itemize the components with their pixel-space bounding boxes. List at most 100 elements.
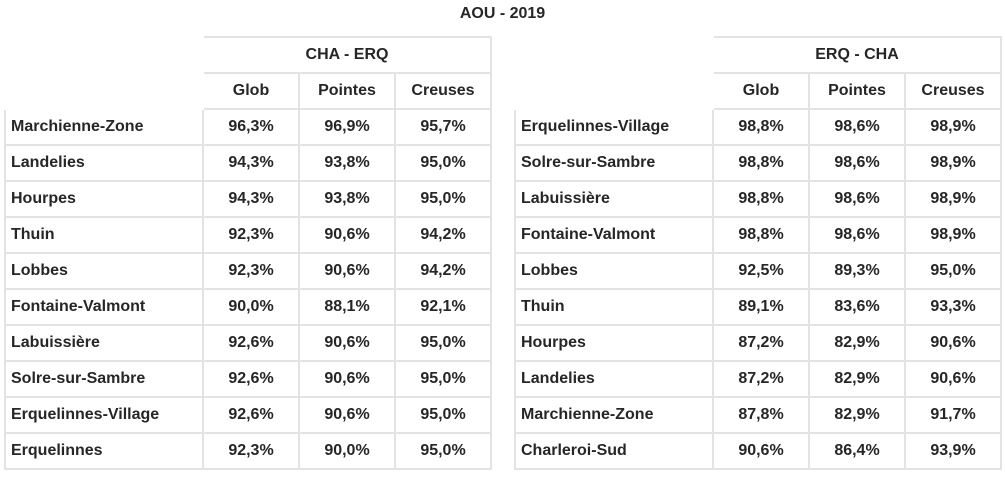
creuses-value: 93,9% bbox=[904, 432, 1002, 470]
glob-value: 90,6% bbox=[712, 432, 810, 470]
station-name: Charleroi-Sud bbox=[514, 432, 714, 470]
pointes-value: 90,6% bbox=[298, 252, 396, 290]
pointes-value: 98,6% bbox=[808, 108, 906, 146]
table-row: Solre-sur-Sambre 92,6% 90,6% 95,0% bbox=[4, 360, 492, 398]
glob-value: 92,5% bbox=[712, 252, 810, 290]
glob-value: 98,8% bbox=[712, 216, 810, 254]
pointes-value: 90,6% bbox=[298, 396, 396, 434]
station-name: Thuin bbox=[514, 288, 714, 326]
empty-corner-cell bbox=[515, 73, 713, 109]
creuses-value: 92,1% bbox=[394, 288, 492, 326]
pointes-value: 93,8% bbox=[298, 180, 396, 218]
creuses-value: 95,7% bbox=[394, 108, 492, 146]
creuses-value: 95,0% bbox=[394, 180, 492, 218]
station-name: Fontaine-Valmont bbox=[514, 216, 714, 254]
table-row: Landelies 94,3% 93,8% 95,0% bbox=[4, 144, 492, 182]
creuses-value: 91,7% bbox=[904, 396, 1002, 434]
station-name: Lobbes bbox=[4, 252, 204, 290]
glob-value: 92,6% bbox=[202, 360, 300, 398]
station-name: Lobbes bbox=[514, 252, 714, 290]
column-header: Pointes bbox=[298, 72, 396, 110]
station-name: Marchienne-Zone bbox=[4, 108, 204, 146]
page-title: AOU - 2019 bbox=[459, 5, 546, 22]
table-row: Thuin 89,1% 83,6% 93,3% bbox=[514, 288, 1002, 326]
glob-value: 92,3% bbox=[202, 216, 300, 254]
table-row: Lobbes 92,3% 90,6% 94,2% bbox=[4, 252, 492, 290]
pointes-value: 82,9% bbox=[808, 324, 906, 362]
creuses-value: 93,3% bbox=[904, 288, 1002, 326]
station-name: Hourpes bbox=[4, 180, 204, 218]
pointes-value: 90,0% bbox=[298, 432, 396, 470]
pointes-value: 90,6% bbox=[298, 324, 396, 362]
glob-value: 87,2% bbox=[712, 324, 810, 362]
table-row: Fontaine-Valmont 98,8% 98,6% 98,9% bbox=[514, 216, 1002, 254]
glob-value: 98,8% bbox=[712, 144, 810, 182]
creuses-value: 94,2% bbox=[394, 216, 492, 254]
table-row: Hourpes 87,2% 82,9% 90,6% bbox=[514, 324, 1002, 362]
table-row: Erquelinnes-Village 98,8% 98,6% 98,9% bbox=[514, 108, 1002, 146]
glob-value: 87,8% bbox=[712, 396, 810, 434]
creuses-value: 95,0% bbox=[394, 324, 492, 362]
creuses-value: 98,9% bbox=[904, 216, 1002, 254]
pointes-value: 89,3% bbox=[808, 252, 906, 290]
station-name: Thuin bbox=[4, 216, 204, 254]
group-header: CHA - ERQ bbox=[202, 36, 492, 74]
pointes-value: 83,6% bbox=[808, 288, 906, 326]
column-header: Creuses bbox=[904, 72, 1002, 110]
column-header: Glob bbox=[202, 72, 300, 110]
station-name: Labuissière bbox=[514, 180, 714, 218]
creuses-value: 98,9% bbox=[904, 144, 1002, 182]
column-header: Glob bbox=[712, 72, 810, 110]
creuses-value: 95,0% bbox=[394, 360, 492, 398]
pointes-value: 98,6% bbox=[808, 180, 906, 218]
column-header: Pointes bbox=[808, 72, 906, 110]
table-row: Erquelinnes-Village 92,6% 90,6% 95,0% bbox=[4, 396, 492, 434]
station-name: Fontaine-Valmont bbox=[4, 288, 204, 326]
pointes-value: 82,9% bbox=[808, 360, 906, 398]
table-row: Erquelinnes 92,3% 90,0% 95,0% bbox=[4, 432, 492, 470]
empty-corner-cell bbox=[5, 73, 203, 109]
station-name: Solre-sur-Sambre bbox=[514, 144, 714, 182]
station-name: Landelies bbox=[4, 144, 204, 182]
glob-value: 92,6% bbox=[202, 396, 300, 434]
table-row: Lobbes 92,5% 89,3% 95,0% bbox=[514, 252, 1002, 290]
pointes-value: 86,4% bbox=[808, 432, 906, 470]
station-name: Erquelinnes-Village bbox=[4, 396, 204, 434]
column-header: Creuses bbox=[394, 72, 492, 110]
pointes-value: 96,9% bbox=[298, 108, 396, 146]
group-header-row: ERQ - CHA bbox=[515, 36, 1002, 74]
station-name: Erquelinnes-Village bbox=[514, 108, 714, 146]
table-row: Labuissière 92,6% 90,6% 95,0% bbox=[4, 324, 492, 362]
table-cha-erq: CHA - ERQ Glob Pointes Creuses Marchienne-Zo… bbox=[4, 36, 492, 470]
pointes-value: 98,6% bbox=[808, 216, 906, 254]
pointes-value: 90,6% bbox=[298, 360, 396, 398]
group-header: ERQ - CHA bbox=[712, 36, 1002, 74]
pointes-value: 98,6% bbox=[808, 144, 906, 182]
station-name: Labuissière bbox=[4, 324, 204, 362]
glob-value: 94,3% bbox=[202, 144, 300, 182]
glob-value: 89,1% bbox=[712, 288, 810, 326]
table-body: CHA - ERQ Glob Pointes Creuses Marchienne-Zo… bbox=[4, 36, 492, 470]
glob-value: 98,8% bbox=[712, 180, 810, 218]
column-header-row: Glob Pointes Creuses bbox=[515, 72, 1002, 110]
table-row: Labuissière 98,8% 98,6% 98,9% bbox=[514, 180, 1002, 218]
creuses-value: 95,0% bbox=[394, 432, 492, 470]
table-row: Marchienne-Zone 87,8% 82,9% 91,7% bbox=[514, 396, 1002, 434]
pointes-value: 82,9% bbox=[808, 396, 906, 434]
creuses-value: 95,0% bbox=[394, 144, 492, 182]
creuses-value: 90,6% bbox=[904, 360, 1002, 398]
pointes-value: 93,8% bbox=[298, 144, 396, 182]
glob-value: 90,0% bbox=[202, 288, 300, 326]
glob-value: 92,3% bbox=[202, 252, 300, 290]
glob-value: 96,3% bbox=[202, 108, 300, 146]
glob-value: 87,2% bbox=[712, 360, 810, 398]
pointes-value: 90,6% bbox=[298, 216, 396, 254]
column-header-row: Glob Pointes Creuses bbox=[5, 72, 492, 110]
station-name: Hourpes bbox=[514, 324, 714, 362]
empty-corner-cell bbox=[515, 37, 713, 73]
table-row: Fontaine-Valmont 90,0% 88,1% 92,1% bbox=[4, 288, 492, 326]
creuses-value: 90,6% bbox=[904, 324, 1002, 362]
glob-value: 94,3% bbox=[202, 180, 300, 218]
creuses-value: 94,2% bbox=[394, 252, 492, 290]
table-body: ERQ - CHA Glob Pointes Creuses Erquelinnes-V… bbox=[514, 36, 1002, 470]
